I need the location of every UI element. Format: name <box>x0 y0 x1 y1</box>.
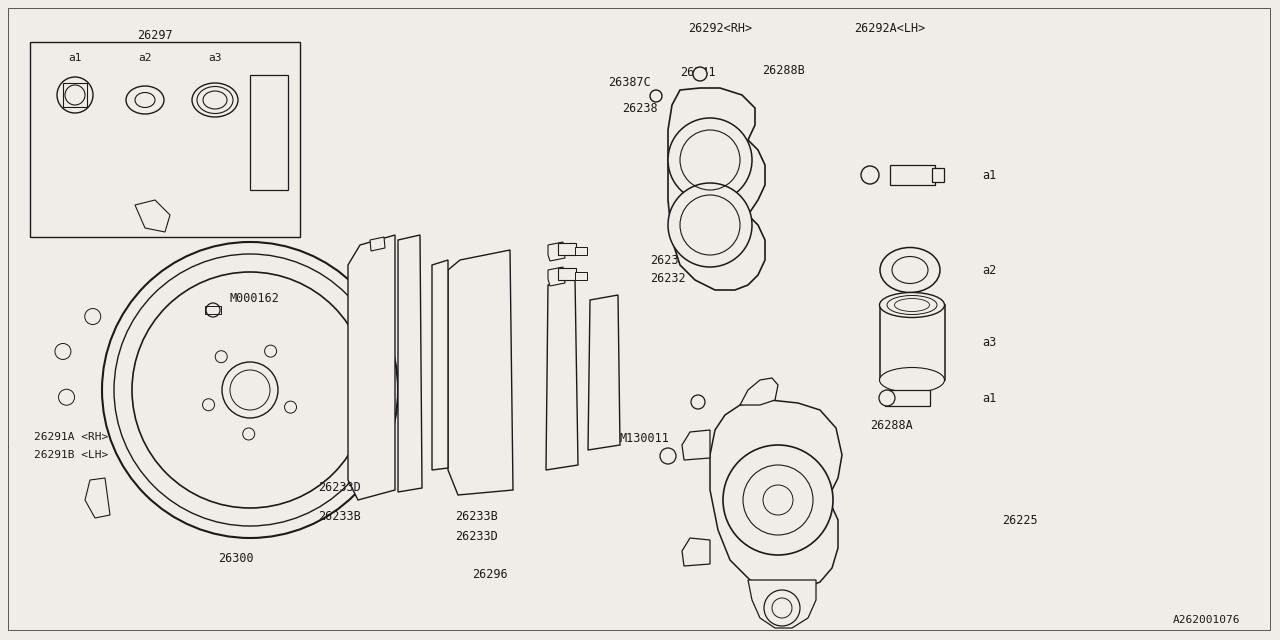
Polygon shape <box>134 200 170 232</box>
Ellipse shape <box>125 86 164 114</box>
Bar <box>689 155 739 230</box>
Text: 26297: 26297 <box>137 29 173 42</box>
Polygon shape <box>740 378 778 405</box>
Circle shape <box>55 344 70 360</box>
Circle shape <box>691 395 705 409</box>
Text: 26288A: 26288A <box>870 419 913 431</box>
Text: 26296: 26296 <box>472 568 508 582</box>
Polygon shape <box>547 278 579 470</box>
Text: 26225: 26225 <box>1002 513 1038 527</box>
Ellipse shape <box>879 367 945 392</box>
Circle shape <box>59 389 74 405</box>
Bar <box>575 272 588 280</box>
Polygon shape <box>84 478 110 518</box>
Text: a3: a3 <box>209 53 221 63</box>
Bar <box>558 268 576 280</box>
Circle shape <box>206 303 220 317</box>
Bar <box>890 165 934 185</box>
Circle shape <box>692 67 707 81</box>
Circle shape <box>650 90 662 102</box>
Text: 26387C: 26387C <box>608 76 650 88</box>
Text: 26291A <RH>: 26291A <RH> <box>35 432 109 442</box>
Polygon shape <box>668 88 765 290</box>
Text: 26241: 26241 <box>680 65 716 79</box>
Circle shape <box>284 401 297 413</box>
Polygon shape <box>748 580 817 628</box>
Text: A262001076: A262001076 <box>1172 615 1240 625</box>
Polygon shape <box>548 242 564 261</box>
Circle shape <box>668 183 753 267</box>
Text: a3: a3 <box>982 335 996 349</box>
Text: a2: a2 <box>138 53 152 63</box>
Circle shape <box>668 118 753 202</box>
Text: 26238: 26238 <box>622 102 658 115</box>
Bar <box>932 168 945 182</box>
Circle shape <box>723 445 833 555</box>
Text: M000162: M000162 <box>230 291 280 305</box>
Polygon shape <box>548 267 564 286</box>
Text: 26300: 26300 <box>218 552 253 564</box>
Polygon shape <box>448 250 513 495</box>
Circle shape <box>221 362 278 418</box>
Polygon shape <box>370 237 385 251</box>
Bar <box>29 42 300 237</box>
Text: 26292A<LH>: 26292A<LH> <box>854 22 925 35</box>
Circle shape <box>202 399 215 411</box>
Text: a1: a1 <box>982 392 996 404</box>
Polygon shape <box>433 260 448 470</box>
Polygon shape <box>682 430 710 460</box>
Ellipse shape <box>881 248 940 292</box>
Circle shape <box>58 77 93 113</box>
Bar <box>558 243 576 255</box>
Bar <box>881 305 945 380</box>
Ellipse shape <box>879 292 945 317</box>
Bar <box>575 247 588 255</box>
Text: 26291B <LH>: 26291B <LH> <box>35 450 109 460</box>
Circle shape <box>215 351 228 363</box>
Polygon shape <box>682 538 710 566</box>
Circle shape <box>132 272 369 508</box>
Circle shape <box>84 308 101 324</box>
Polygon shape <box>710 400 842 590</box>
Polygon shape <box>588 295 620 450</box>
Text: a2: a2 <box>982 264 996 276</box>
Circle shape <box>243 428 255 440</box>
Text: M130011: M130011 <box>620 431 669 445</box>
Bar <box>250 75 288 190</box>
Ellipse shape <box>192 83 238 117</box>
Circle shape <box>861 166 879 184</box>
Polygon shape <box>348 235 396 500</box>
Circle shape <box>265 345 276 357</box>
Bar <box>205 306 221 314</box>
Text: a1: a1 <box>68 53 82 63</box>
Text: 26292<RH>: 26292<RH> <box>687 22 753 35</box>
Bar <box>884 390 931 406</box>
Polygon shape <box>398 235 422 492</box>
Text: 26233D: 26233D <box>454 531 498 543</box>
Polygon shape <box>14 222 223 518</box>
Text: 26232: 26232 <box>650 253 686 266</box>
Text: 26233D: 26233D <box>317 481 361 493</box>
Text: 26233B: 26233B <box>317 509 361 522</box>
Circle shape <box>764 590 800 626</box>
Bar <box>63 83 87 107</box>
Text: 26288B: 26288B <box>762 63 805 77</box>
Text: a1: a1 <box>982 168 996 182</box>
Circle shape <box>879 390 895 406</box>
Circle shape <box>102 242 398 538</box>
Text: 26233B: 26233B <box>454 509 498 522</box>
Text: 26232: 26232 <box>650 271 686 285</box>
Circle shape <box>660 448 676 464</box>
